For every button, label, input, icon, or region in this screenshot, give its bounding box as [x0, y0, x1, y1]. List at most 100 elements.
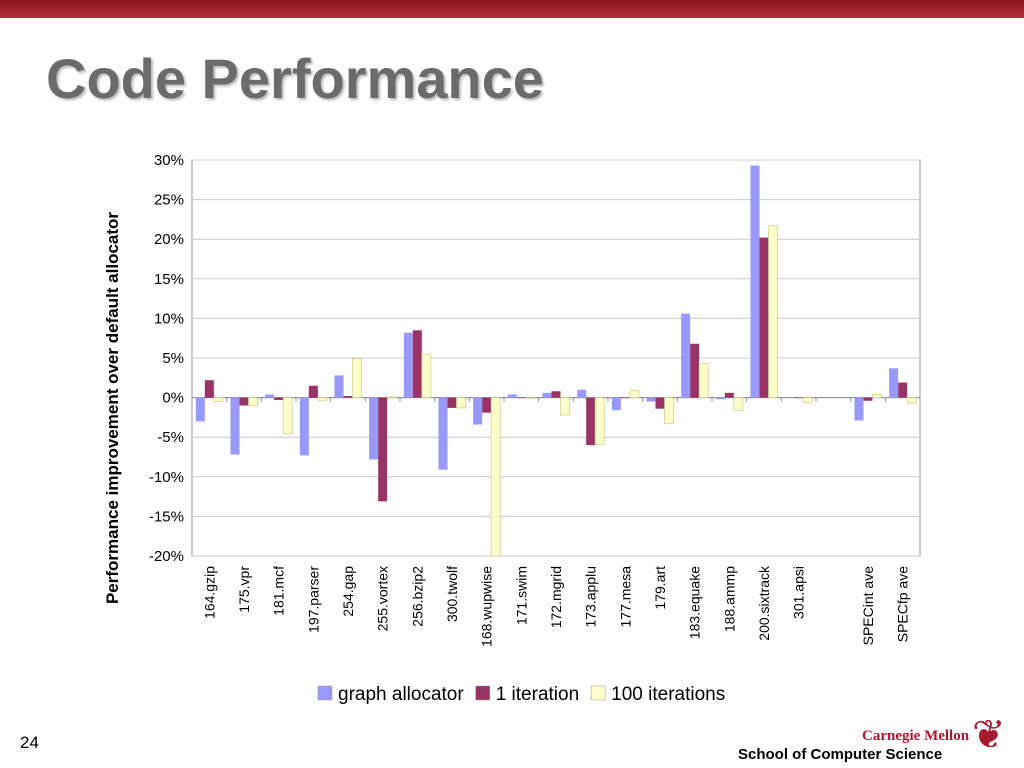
x-tick-label: 254.gap	[340, 566, 356, 617]
legend-label: 1 iteration	[496, 684, 579, 705]
x-tick-label: 177.mesa	[617, 566, 633, 628]
bar-100-iterations	[490, 397, 501, 557]
bar-100-iterations	[594, 397, 605, 445]
y-tick-label: 20%	[154, 231, 184, 248]
bar-100-iterations	[317, 397, 328, 402]
legend-swatch	[475, 685, 490, 701]
x-tick-label: 256.bzip2	[409, 566, 425, 627]
x-tick-label: 168.wupwise	[479, 566, 495, 647]
bar-100-iterations	[248, 397, 258, 406]
bar-100-iterations	[768, 225, 778, 398]
bar-graph-allocator	[195, 397, 205, 422]
bar-1-iteration	[620, 397, 630, 399]
x-tick-label: 171.swim	[513, 566, 529, 625]
bar-graph-allocator	[577, 389, 587, 398]
legend-label: graph allocator	[338, 684, 464, 705]
y-tick-label: -20%	[149, 548, 184, 565]
bar-1-iteration	[551, 391, 561, 398]
y-tick-label: -10%	[149, 469, 184, 486]
bar-100-iterations	[698, 363, 709, 398]
bar-1-iteration	[516, 397, 526, 399]
x-tick-label: 200.sixtrack	[756, 565, 772, 641]
bar-1-iteration	[343, 396, 353, 398]
bar-graph-allocator	[299, 397, 309, 456]
bar-graph-allocator	[473, 397, 483, 425]
footer-school: School of Computer Science	[738, 746, 943, 763]
bar-graph-allocator	[715, 397, 725, 400]
legend-label: 100 iterations	[611, 684, 725, 705]
bar-1-iteration	[447, 397, 457, 408]
x-tick-label: 301.apsi	[791, 566, 807, 619]
bar-1-iteration	[724, 392, 734, 398]
bar-1-iteration	[863, 397, 873, 401]
bar-1-iteration	[204, 380, 214, 398]
bar-1-iteration	[308, 385, 318, 398]
bar-graph-allocator	[403, 332, 413, 398]
x-tick-label: 175.vpr	[236, 566, 252, 613]
bar-100-iterations	[352, 358, 362, 398]
bar-graph-allocator	[507, 394, 517, 398]
bar-graph-allocator	[369, 397, 379, 460]
bar-100-iterations	[664, 397, 674, 425]
bar-graph-allocator	[611, 397, 621, 411]
y-tick-label: -5%	[157, 429, 184, 446]
bar-1-iteration	[586, 397, 596, 446]
bar-100-iterations	[213, 397, 224, 402]
page-number: 24	[20, 733, 39, 752]
y-tick-label: 10%	[154, 310, 184, 327]
bar-100-iterations	[872, 394, 882, 398]
x-tick-label: 188.ammp	[721, 566, 737, 632]
bar-graph-allocator	[438, 397, 448, 470]
bar-graph-allocator	[265, 394, 275, 398]
legend-swatch	[590, 685, 606, 701]
bar-1-iteration	[378, 397, 388, 502]
bar-100-iterations	[282, 397, 293, 435]
slide-title: Code Performance	[46, 47, 544, 110]
bar-100-iterations	[906, 397, 917, 404]
bar-graph-allocator	[750, 165, 760, 398]
bar-graph-allocator	[681, 313, 691, 398]
bar-1-iteration	[690, 343, 700, 398]
bar-100-iterations	[802, 397, 813, 403]
bar-graph-allocator	[854, 397, 864, 421]
cmu-logo: Carnegie Mellon	[862, 728, 970, 744]
bar-1-iteration	[655, 397, 665, 409]
bar-100-iterations	[733, 397, 744, 411]
griffin-logo-icon: ❦	[972, 713, 1006, 757]
bar-graph-allocator	[646, 397, 656, 402]
y-tick-label: 0%	[162, 390, 184, 407]
x-tick-label: 173.applu	[583, 566, 599, 628]
bar-graph-allocator	[334, 375, 344, 398]
x-tick-label: SPECint ave	[860, 566, 876, 646]
bar-1-iteration	[898, 382, 908, 398]
legend-swatch	[317, 685, 333, 701]
bar-graph-allocator	[889, 368, 899, 398]
top-bar	[0, 0, 1024, 18]
x-tick-label: 181.mcf	[271, 566, 287, 616]
bar-100-iterations	[525, 397, 536, 399]
y-tick-label: -15%	[149, 508, 184, 525]
bar-graph-allocator	[230, 397, 240, 455]
bar-1-iteration	[759, 237, 769, 398]
bar-graph-allocator	[542, 392, 552, 398]
bar-100-iterations	[386, 396, 397, 398]
bar-1-iteration	[274, 397, 284, 400]
y-tick-label: 15%	[154, 271, 184, 288]
x-tick-label: 183.equake	[687, 566, 703, 639]
bar-1-iteration	[412, 330, 422, 398]
y-tick-label: 30%	[154, 152, 184, 169]
bar-100-iterations	[560, 397, 570, 416]
bar-1-iteration	[239, 397, 249, 406]
x-tick-label: 164.gzip	[201, 566, 217, 619]
bar-100-iterations	[456, 397, 466, 409]
bar-1-iteration	[794, 397, 804, 399]
bar-graph-allocator	[785, 397, 795, 399]
x-tick-label: 197.parser	[305, 566, 321, 633]
x-tick-label: 300.twolf	[444, 566, 460, 622]
x-tick-label: 255.vortex	[375, 566, 391, 631]
bar-1-iteration	[482, 397, 492, 413]
y-tick-label: 25%	[154, 192, 184, 209]
x-tick-label: 179.art	[652, 566, 668, 610]
bar-100-iterations	[629, 390, 640, 398]
